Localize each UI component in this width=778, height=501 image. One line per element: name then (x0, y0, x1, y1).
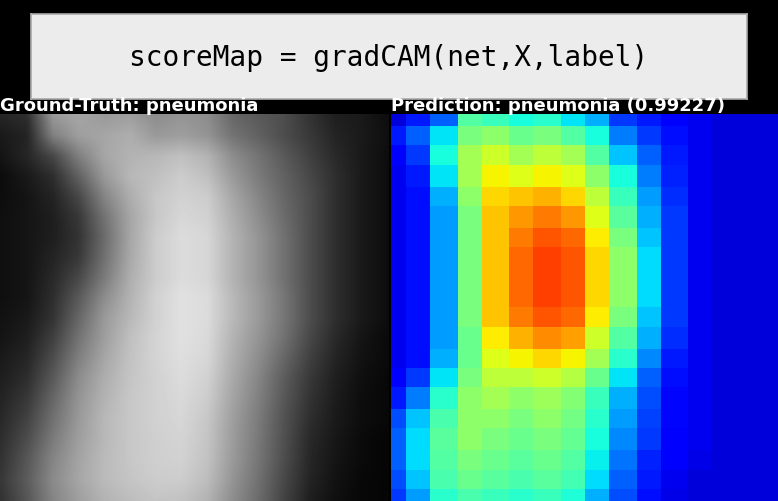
Text: Ground-Truth: pneumonia: Ground-Truth: pneumonia (0, 97, 258, 115)
Text: scoreMap = gradCAM(net,X,label): scoreMap = gradCAM(net,X,label) (129, 44, 649, 72)
Text: Prediction: pneumonia (0.99227): Prediction: pneumonia (0.99227) (391, 97, 724, 115)
